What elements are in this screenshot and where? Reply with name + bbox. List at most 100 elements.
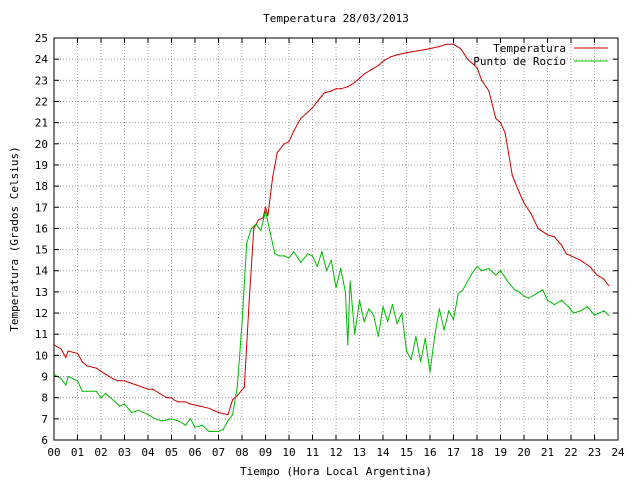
data-point-temperatura [438, 45, 440, 48]
data-point-punto-de-rocio [65, 384, 67, 386]
data-point-temperatura [208, 407, 210, 409]
x-tick-label: 01 [71, 446, 84, 459]
data-point-temperatura [565, 253, 567, 255]
data-point-punto-de-rocio [467, 280, 469, 282]
data-point-temperatura [358, 77, 361, 79]
data-point-temperatura [105, 373, 107, 375]
y-axis-ticks: 6 7 8 9 10 11 12 13 14 15 16 17 18 19 20 21 22 23 24 25 [35, 32, 618, 447]
data-point-temperatura [417, 50, 419, 52]
data-point-temperatura [293, 130, 295, 132]
data-point-punto-de-rocio [495, 274, 497, 276]
data-point-punto-de-rocio [363, 320, 365, 323]
data-point-temperatura [159, 392, 161, 395]
data-point-temperatura [323, 92, 325, 94]
y-tick-label: 6 [41, 434, 48, 447]
data-point-punto-de-rocio [387, 320, 389, 323]
data-point-punto-de-rocio [368, 308, 370, 310]
data-point-temperatura [81, 361, 83, 363]
data-point-punto-de-rocio [518, 291, 520, 293]
data-point-punto-de-rocio [598, 312, 600, 314]
data-point-temperatura [467, 58, 469, 60]
data-point-temperatura [608, 284, 610, 287]
data-point-temperatura [152, 388, 154, 390]
data-point-punto-de-rocio [523, 295, 525, 297]
data-point-punto-de-rocio [227, 420, 229, 422]
data-point-punto-de-rocio [326, 270, 328, 272]
data-point-temperatura [347, 86, 349, 88]
y-tick-label: 12 [35, 307, 48, 320]
x-tick-label: 11 [306, 446, 319, 459]
data-point-punto-de-rocio [471, 272, 473, 274]
data-point-punto-de-rocio [561, 299, 563, 301]
data-point-temperatura [248, 301, 250, 304]
data-point-temperatura [429, 48, 431, 50]
data-point-punto-de-rocio [279, 255, 281, 257]
data-point-temperatura [86, 365, 88, 367]
x-axis-label: Tiempo (Hora Local Argentina) [240, 465, 432, 478]
data-point-temperatura [283, 143, 285, 145]
y-tick-label: 10 [35, 349, 48, 362]
x-tick-label: 22 [564, 446, 577, 459]
data-point-punto-de-rocio [246, 242, 248, 244]
data-point-punto-de-rocio [232, 414, 234, 416]
data-point-punto-de-rocio [514, 289, 516, 291]
data-point-punto-de-rocio [138, 409, 140, 411]
y-tick-label: 15 [35, 244, 48, 257]
data-point-temperatura [553, 236, 556, 238]
data-point-punto-de-rocio [222, 428, 224, 430]
y-tick-label: 19 [35, 159, 48, 172]
x-tick-label: 06 [188, 446, 201, 459]
data-point-punto-de-rocio [283, 255, 285, 257]
data-point-punto-de-rocio [568, 306, 570, 308]
x-tick-label: 12 [329, 446, 342, 459]
data-point-temperatura [276, 151, 278, 153]
series-line-temperatura [53, 43, 610, 416]
data-point-punto-de-rocio [201, 424, 203, 426]
data-point-temperatura [460, 48, 462, 50]
data-point-temperatura [173, 399, 175, 401]
x-tick-label: 24 [611, 446, 625, 459]
data-point-temperatura [589, 265, 591, 268]
x-tick-label: 08 [235, 446, 248, 459]
data-point-punto-de-rocio [431, 352, 433, 354]
data-point-temperatura [123, 380, 126, 382]
data-point-temperatura [445, 43, 447, 45]
data-point-temperatura [389, 56, 391, 58]
x-tick-label: 13 [353, 446, 366, 459]
data-point-temperatura [316, 100, 318, 103]
data-point-punto-de-rocio [95, 390, 97, 392]
data-point-punto-de-rocio [67, 375, 69, 378]
y-tick-label: 17 [35, 201, 48, 214]
x-tick-label: 07 [212, 446, 225, 459]
data-point-punto-de-rocio [264, 210, 267, 213]
data-point-temperatura [377, 64, 379, 67]
data-point-temperatura [199, 405, 201, 407]
data-point-temperatura [112, 378, 114, 380]
data-point-punto-de-rocio [429, 371, 431, 373]
data-point-punto-de-rocio [603, 310, 605, 312]
data-point-punto-de-rocio [147, 414, 149, 416]
data-point-punto-de-rocio [255, 223, 257, 225]
data-point-punto-de-rocio [358, 299, 361, 301]
data-point-punto-de-rocio [311, 255, 314, 257]
data-point-punto-de-rocio [553, 304, 556, 306]
legend-label-temperatura: Temperatura [493, 42, 566, 55]
data-point-punto-de-rocio [507, 280, 509, 282]
data-point-punto-de-rocio [546, 299, 549, 301]
data-point-temperatura [603, 278, 605, 280]
data-point-punto-de-rocio [448, 310, 450, 312]
data-point-punto-de-rocio [420, 361, 422, 363]
data-point-punto-de-rocio [250, 227, 252, 229]
data-point-punto-de-rocio [170, 418, 173, 420]
data-point-punto-de-rocio [269, 232, 271, 234]
data-point-temperatura [523, 202, 525, 204]
data-point-temperatura [288, 141, 290, 143]
data-point-punto-de-rocio [119, 405, 121, 407]
data-point-punto-de-rocio [572, 312, 575, 314]
data-point-temperatura [499, 122, 502, 124]
y-tick-label: 13 [35, 286, 48, 299]
data-point-temperatura [60, 348, 62, 350]
data-point-temperatura [471, 62, 473, 64]
data-point-temperatura [370, 69, 372, 71]
data-point-punto-de-rocio [443, 329, 445, 331]
